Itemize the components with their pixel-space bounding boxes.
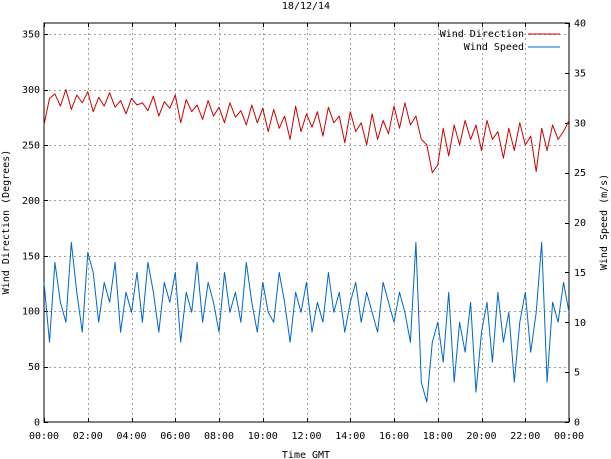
x-axis-label: Time GMT	[282, 450, 330, 459]
x-tick-label: 18:00	[423, 431, 453, 442]
series-line-wind-direction	[43, 89, 570, 174]
y-tick-label-left: 300	[22, 85, 40, 96]
y-tick-label-right: 15	[574, 268, 586, 279]
y-tick-label-right: 20	[574, 218, 586, 229]
y-axis-label-left: Wind Direction (Degrees)	[1, 150, 12, 295]
y-tick-label-right: 25	[574, 168, 586, 179]
x-tick-label: 20:00	[466, 431, 496, 442]
legend-label-wind-direction: Wind Direction	[440, 29, 524, 40]
plot-frame	[43, 22, 570, 423]
y-axis-label-right: Wind Speed (m/s)	[599, 174, 610, 270]
y-tick-label-right: 10	[574, 318, 586, 329]
legend: Wind Direction Wind Speed	[440, 29, 560, 53]
y-tick-label-right: 40	[574, 19, 586, 30]
grid	[44, 23, 569, 422]
x-tick-label: 08:00	[204, 431, 234, 442]
y-tick-label-right: 35	[574, 68, 586, 79]
y-tick-label-left: 100	[22, 307, 40, 318]
x-tick-label: 04:00	[116, 431, 146, 442]
y-tick-label-left: 50	[28, 362, 40, 373]
x-tick-label: 02:00	[73, 431, 103, 442]
x-tick-label: 00:00	[29, 431, 59, 442]
y-tick-label-right: 30	[574, 118, 586, 129]
legend-label-wind-speed: Wind Speed	[464, 42, 524, 53]
x-tick-label: 06:00	[160, 431, 190, 442]
y-tick-label-left: 200	[22, 196, 40, 207]
y-tick-label-left: 0	[34, 418, 40, 429]
y-tick-label-left: 250	[22, 140, 40, 151]
y-tick-label-left: 350	[22, 30, 40, 41]
y-tick-label-right: 0	[574, 418, 580, 429]
y-tick-label-right: 5	[574, 368, 580, 379]
x-tick-label: 22:00	[510, 431, 540, 442]
chart-title: 18/12/14	[282, 1, 330, 12]
series-line-wind-speed	[43, 241, 570, 403]
x-tick-label: 00:00	[554, 431, 584, 442]
series-layer	[43, 89, 570, 403]
x-tick-label: 14:00	[335, 431, 365, 442]
y-tick-label-left: 150	[22, 251, 40, 262]
x-tick-label: 12:00	[291, 431, 321, 442]
axis-ticks	[44, 23, 570, 423]
x-tick-label: 10:00	[248, 431, 278, 442]
x-tick-label: 16:00	[379, 431, 409, 442]
